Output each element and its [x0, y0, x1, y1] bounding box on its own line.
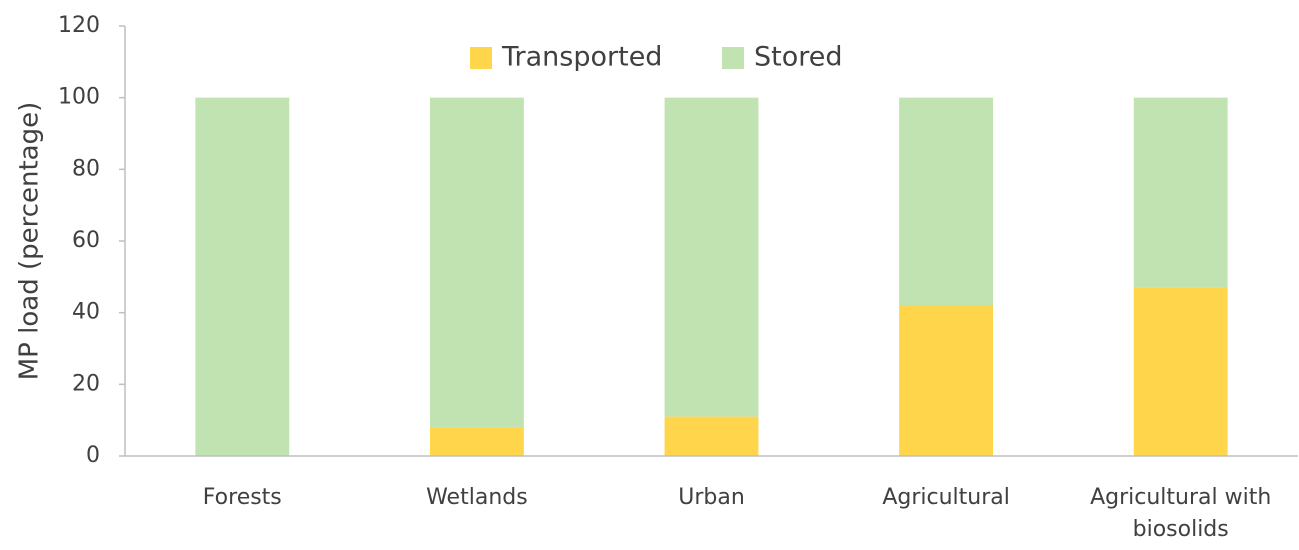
x-tick-label: Wetlands: [426, 485, 528, 510]
bar-segment: [1133, 97, 1228, 288]
x-tick-label: Agricultural with biosolids: [1090, 485, 1272, 542]
legend-label: Transported: [501, 42, 662, 73]
x-tick-label: Urban: [678, 485, 745, 510]
y-tick-label: 60: [72, 228, 100, 253]
x-tick-label: Agricultural: [882, 485, 1010, 510]
legend-swatch: [470, 47, 492, 69]
bar-segment: [664, 416, 759, 456]
y-tick-label: 100: [58, 85, 100, 110]
y-tick-label: 120: [58, 13, 100, 38]
legend-label: Stored: [754, 42, 843, 73]
bar-segment: [899, 305, 994, 456]
bar-segment: [195, 97, 290, 457]
y-tick-label: 80: [72, 156, 100, 181]
bar-segment: [899, 97, 994, 306]
y-tick-label: 0: [86, 443, 100, 468]
bar-segment: [429, 97, 524, 428]
bar-segment: [1133, 287, 1228, 456]
bar-segment: [664, 97, 759, 417]
legend-swatch: [722, 47, 744, 69]
y-tick-label: 20: [72, 371, 100, 396]
y-axis-label: MP load (percentage): [15, 102, 45, 381]
bar-segment: [429, 427, 524, 456]
x-tick-label: Forests: [202, 485, 282, 510]
y-tick-label: 40: [72, 300, 100, 325]
